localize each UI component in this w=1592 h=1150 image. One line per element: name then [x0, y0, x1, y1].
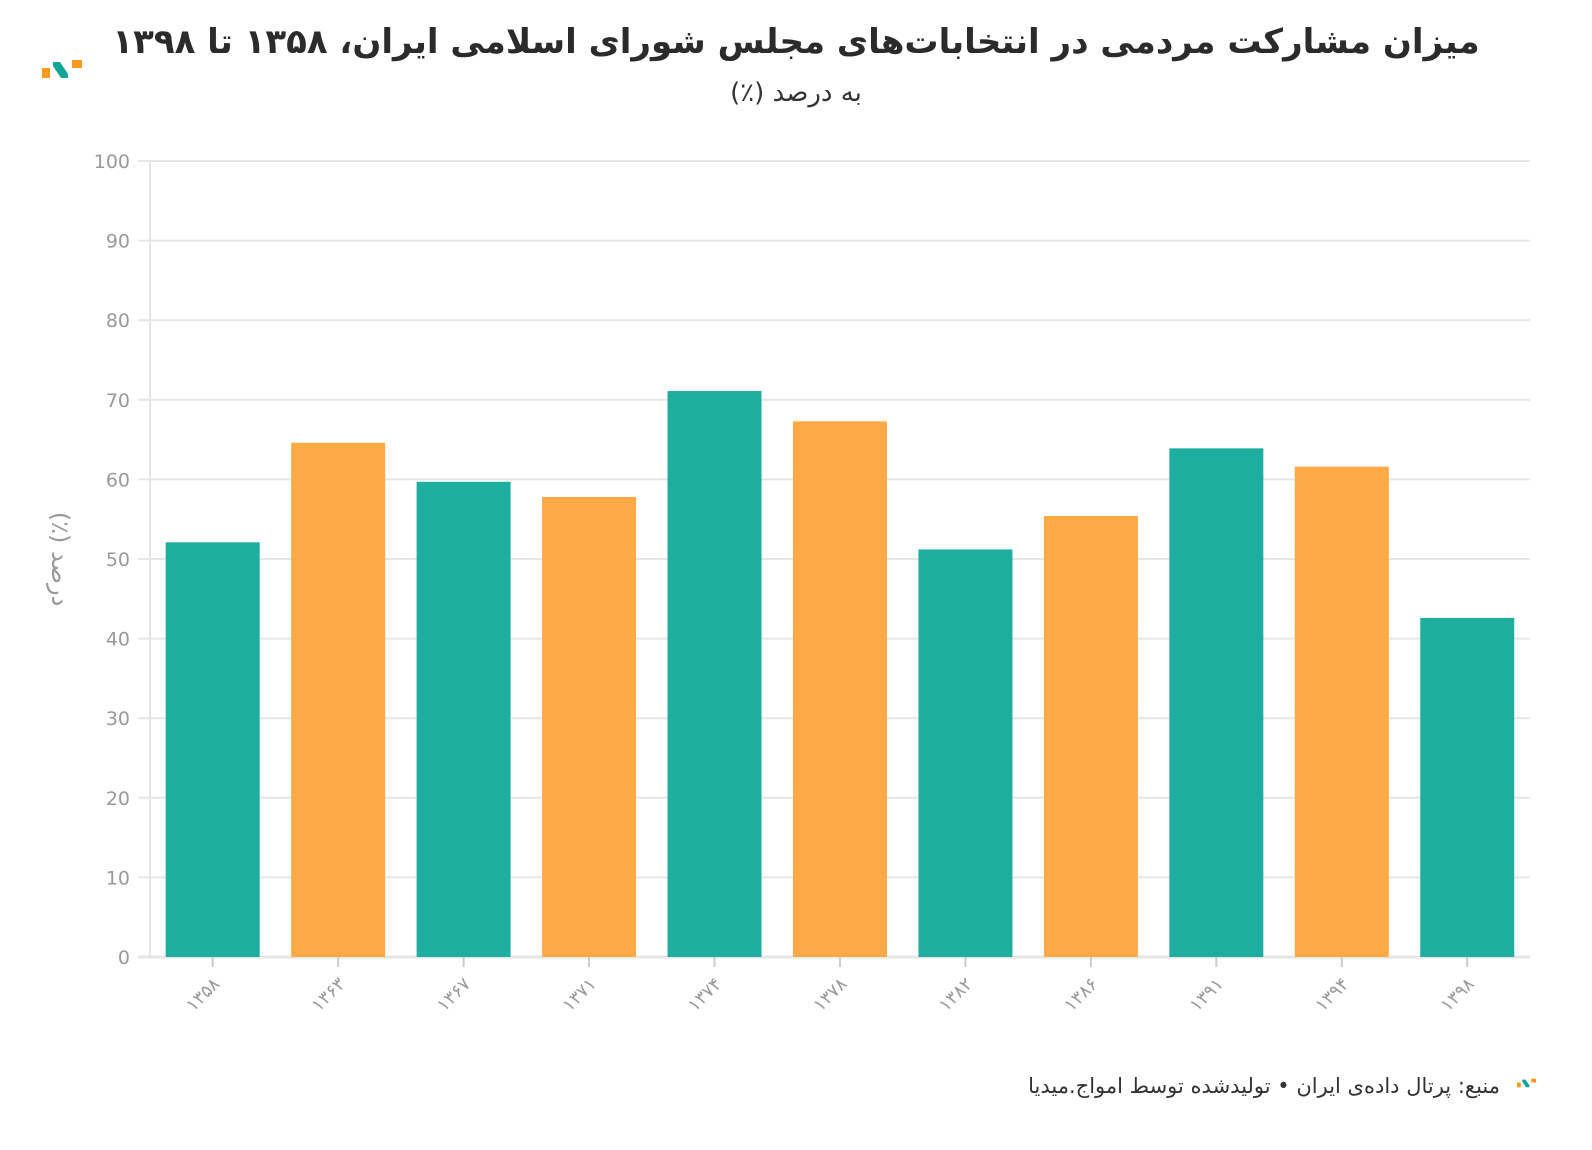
y-tick-label: 70	[106, 390, 130, 412]
bar-5	[792, 421, 887, 957]
footer-logo-icon	[1517, 1078, 1537, 1088]
bar-6	[918, 549, 1013, 957]
bar-7	[1043, 516, 1138, 957]
bar-chart: 0 10 20 30 40 50 60 70 80 90 100 درصد (٪) ۱۳۵۸ ۱۳۶۳ ۱۳…	[46, 151, 1530, 1016]
bar-9	[1294, 466, 1389, 957]
bar-4	[667, 391, 762, 957]
x-tick-label: ۱۳۹۱	[1186, 974, 1228, 1016]
bar-1	[291, 442, 386, 957]
x-tick-label: ۱۳۸۲	[935, 974, 977, 1016]
x-tick-label: ۱۳۷۸	[809, 973, 851, 1015]
chart-title: میزان مشارکت مردمی در انتخابات‌های مجلس …	[112, 22, 1480, 62]
chart-subtitle: به درصد (٪)	[730, 78, 862, 108]
y-tick-label: 100	[94, 151, 130, 173]
y-tick-label: 30	[106, 708, 130, 730]
x-tick-label: ۱۳۹۴	[1311, 974, 1353, 1016]
y-tick-label: 40	[106, 629, 130, 651]
x-tick-label: ۱۳۵۸	[182, 973, 224, 1015]
bar-8	[1169, 448, 1264, 957]
x-tick-label: ۱۳۸۶	[1060, 974, 1102, 1016]
x-tick-label: ۱۳۷۴	[684, 974, 726, 1016]
x-tick-label: ۱۳۹۸	[1437, 973, 1479, 1015]
y-tick-label: 10	[106, 867, 130, 889]
bar-3	[542, 496, 637, 957]
y-axis-title: درصد (٪)	[46, 512, 74, 607]
x-tick-label: ۱۳۶۳	[307, 973, 349, 1015]
y-tick-label: 0	[118, 947, 130, 969]
bar-0	[165, 542, 260, 957]
y-tick-label: 60	[106, 469, 130, 491]
bar-10	[1420, 617, 1515, 957]
y-tick-label: 50	[106, 549, 130, 571]
x-tick-label: ۱۳۶۷	[433, 973, 475, 1015]
x-tick-label: ۱۳۷۱	[558, 974, 600, 1016]
y-tick-label: 80	[106, 310, 130, 332]
y-tick-label: 90	[106, 231, 130, 253]
logo-icon	[42, 60, 82, 78]
y-tick-label: 20	[106, 788, 130, 810]
source-footer: منبع: پرتال داده‌ی ایران • تولیدشده توسط…	[1028, 1074, 1500, 1098]
bar-2	[416, 481, 511, 957]
